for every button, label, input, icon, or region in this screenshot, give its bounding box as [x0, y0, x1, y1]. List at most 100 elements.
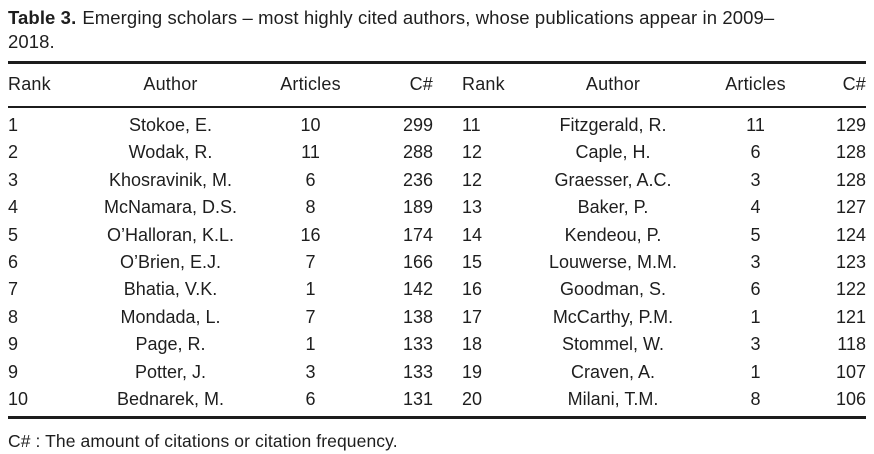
articles-cell: 3 [750, 334, 761, 355]
author-cell: Bhatia, V.K. [123, 279, 218, 300]
caption-line-1: Table 3. Emerging scholars – most highly … [8, 6, 866, 30]
citations-cell: 189 [402, 197, 433, 218]
author-cell: Stommel, W. [561, 334, 664, 355]
articles-cell: 1 [750, 306, 761, 327]
rank-cell: 14 [462, 224, 483, 245]
citations-cell: 133 [402, 334, 433, 355]
column-header-rank: Rank [433, 61, 518, 108]
table-row: 9 Potter, J. 3 133 19 Craven, A. 1 107 [8, 359, 866, 386]
citations-cell: 122 [835, 279, 866, 300]
cited-authors-table: Rank Author Articles C# Rank Author Articles C#… [8, 61, 866, 420]
author-cell: Mondada, L. [120, 306, 221, 327]
column-header-citations: C# [803, 61, 866, 108]
articles-cell: 6 [263, 386, 358, 420]
articles-cell: 6 [750, 279, 761, 300]
articles-cell: 7 [305, 252, 316, 273]
rank-cell: 10 [8, 386, 78, 420]
table-row: 8 Mondada, L. 7 138 17 McCarthy, P.M. 1 121 [8, 304, 866, 331]
table-row: 3 Khosravinik, M. 6 236 12 Graesser, A.C. 3 128 [8, 167, 866, 194]
author-cell: Wodak, R. [128, 142, 213, 163]
rank-cell: 12 [462, 142, 483, 163]
author-cell: Milani, T.M. [518, 386, 708, 420]
articles-cell: 6 [750, 142, 761, 163]
table-row: 5 O’Halloran, K.L. 16 174 14 Kendeou, P. 5 124 [8, 222, 866, 249]
author-cell: Craven, A. [570, 361, 656, 382]
citations-cell: 118 [837, 334, 866, 355]
citations-cell: 133 [402, 361, 433, 382]
articles-cell: 5 [750, 224, 761, 245]
citations-cell: 299 [402, 115, 433, 135]
articles-cell: 4 [750, 197, 761, 218]
column-header-citations: C# [358, 61, 433, 108]
rank-cell: 11 [462, 115, 481, 135]
author-cell: Stokoe, E. [128, 115, 213, 135]
author-cell: O’Brien, E.J. [119, 252, 222, 273]
citations-cell: 128 [835, 142, 866, 163]
articles-cell: 10 [300, 115, 321, 135]
column-header-rank: Rank [8, 61, 78, 108]
table-row: 7 Bhatia, V.K. 1 142 16 Goodman, S. 6 122 [8, 276, 866, 303]
citations-cell: 131 [358, 386, 433, 420]
citations-cell: 127 [835, 197, 866, 218]
citations-cell: 236 [402, 169, 433, 190]
column-header-author: Author [518, 61, 708, 108]
rank-cell: 9 [8, 334, 19, 355]
articles-cell: 3 [750, 252, 761, 273]
citations-cell: 128 [835, 169, 866, 190]
table-row: 2 Wodak, R. 11 288 12 Caple, H. 6 128 [8, 139, 866, 166]
column-header-author: Author [78, 61, 263, 108]
articles-cell: 11 [301, 142, 320, 163]
citations-cell: 174 [402, 224, 433, 245]
rank-cell: 7 [8, 279, 19, 300]
rank-cell: 17 [462, 306, 483, 327]
rank-cell: 16 [462, 279, 483, 300]
rank-cell: 19 [462, 361, 483, 382]
author-cell: McCarthy, P.M. [552, 306, 674, 327]
rank-cell: 2 [8, 142, 19, 163]
author-cell: Khosravinik, M. [108, 169, 233, 190]
citations-cell: 288 [402, 142, 433, 163]
table-row: 6 O’Brien, E.J. 7 166 15 Louwerse, M.M. 3 123 [8, 249, 866, 276]
caption-line-2: 2018. [8, 31, 55, 52]
column-header-articles: Articles [263, 61, 358, 108]
articles-cell: 1 [305, 334, 316, 355]
table-row: 1 Stokoe, E. 10 299 11 Fitzgerald, R. 11 129 [8, 107, 866, 139]
articles-cell: 1 [750, 361, 761, 382]
author-cell: Page, R. [135, 334, 206, 355]
table-caption: Table 3. Emerging scholars – most highly … [8, 6, 866, 54]
author-cell: Goodman, S. [559, 279, 667, 300]
citations-cell: 166 [402, 252, 433, 273]
rank-cell: 6 [8, 252, 19, 273]
table-row: 4 McNamara, D.S. 8 189 13 Baker, P. 4 127 [8, 194, 866, 221]
citations-cell: 123 [835, 252, 866, 273]
rank-cell: 3 [8, 169, 19, 190]
table-body: 1 Stokoe, E. 10 299 11 Fitzgerald, R. 11 129 2 Wo… [8, 107, 866, 420]
articles-cell: 7 [305, 306, 316, 327]
author-cell: Fitzgerald, R. [559, 115, 667, 135]
citations-cell: 121 [835, 306, 866, 327]
articles-cell: 3 [750, 169, 761, 190]
rank-cell: 12 [462, 169, 483, 190]
table-row: 9 Page, R. 1 133 18 Stommel, W. 3 118 [8, 331, 866, 358]
rank-cell: 20 [433, 386, 518, 420]
author-cell: Louwerse, M.M. [548, 252, 678, 273]
articles-cell: 3 [305, 361, 316, 382]
rank-cell: 8 [8, 306, 19, 327]
rank-cell: 13 [462, 197, 483, 218]
table-footnote: C# : The amount of citations or citation… [8, 431, 398, 452]
citations-cell: 142 [402, 279, 433, 300]
rank-cell: 4 [8, 197, 19, 218]
rank-cell: 1 [8, 115, 19, 135]
author-cell: Graesser, A.C. [554, 169, 672, 190]
citations-cell: 124 [835, 224, 866, 245]
articles-cell: 11 [746, 115, 765, 135]
rank-cell: 15 [462, 252, 483, 273]
citations-cell: 129 [835, 115, 866, 135]
table-row: 10 Bednarek, M. 6 131 20 Milani, T.M. 8 106 [8, 386, 866, 420]
column-header-articles: Articles [708, 61, 803, 108]
author-cell: Baker, P. [577, 197, 649, 218]
citations-cell: 138 [402, 306, 433, 327]
articles-cell: 8 [305, 197, 316, 218]
articles-cell: 16 [300, 224, 321, 245]
